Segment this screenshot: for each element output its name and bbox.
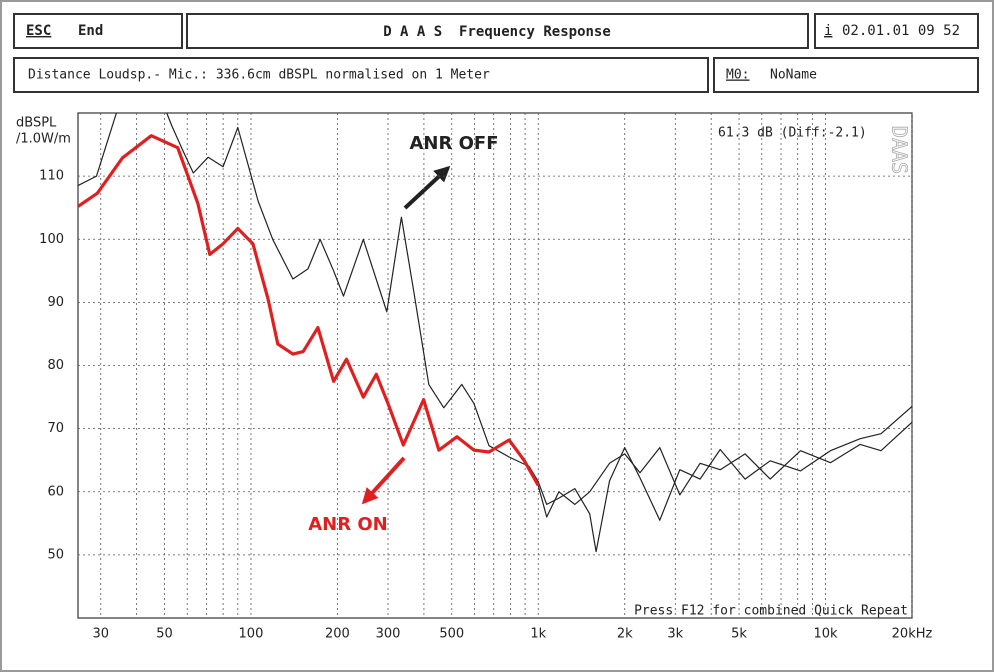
label-anr-off: ANR OFF [409, 133, 498, 154]
info-key[interactable]: i [824, 23, 832, 39]
arrow-off [403, 165, 451, 210]
escape-key[interactable]: ESC [26, 23, 51, 39]
x-tick-label: 3k [667, 627, 683, 642]
title: D A A S Frequency Response [383, 24, 611, 40]
hint: Press F12 for combined Quick Repeat [634, 604, 908, 619]
x-tick-label: 200 [325, 627, 350, 642]
x-tick-label: 500 [439, 627, 464, 642]
x-tick-label: 30 [92, 627, 109, 642]
x-tick-label: 1k [530, 627, 546, 642]
memory-name: NoName [770, 68, 817, 83]
x-tick-label: 100 [239, 627, 264, 642]
measurement-info: Distance Loudsp.- Mic.: 336.6cm dBSPL no… [28, 68, 490, 83]
escape-action[interactable]: End [78, 23, 103, 39]
x-tick-label: 300 [376, 627, 401, 642]
x-tick-label: 10k [813, 627, 838, 642]
y-tick-label: 50 [47, 547, 64, 562]
logo: DAAS [888, 126, 912, 174]
y-axis-label: dBSPL [16, 116, 57, 131]
x-tick-label: 50 [156, 627, 173, 642]
y-tick-label: 100 [39, 232, 64, 247]
label-anr-on: ANR ON [308, 514, 388, 535]
y-tick-label: 110 [39, 169, 64, 184]
series-line [78, 113, 912, 553]
title-box [186, 13, 809, 49]
info-bar [13, 57, 709, 93]
y-tick-label: 90 [47, 295, 64, 310]
x-tick-label: 2k [617, 627, 633, 642]
memory-key[interactable]: M0: [726, 68, 749, 83]
memory-box [713, 57, 979, 93]
y-axis-label: /1.0W/m [16, 132, 71, 147]
x-tick-label: 20kHz [892, 627, 933, 642]
y-tick-label: 80 [47, 358, 64, 373]
escape-box[interactable] [13, 13, 183, 49]
y-tick-label: 70 [47, 421, 64, 436]
readout: 61.3 dB (Diff:-2.1) [718, 126, 867, 141]
arrow-on [361, 456, 406, 505]
info-box [814, 13, 979, 49]
series-line [78, 134, 540, 487]
series-line [537, 421, 912, 518]
timestamp: 02.01.01 09 52 [842, 23, 960, 39]
x-tick-label: 5k [731, 627, 747, 642]
y-tick-label: 60 [47, 484, 64, 499]
